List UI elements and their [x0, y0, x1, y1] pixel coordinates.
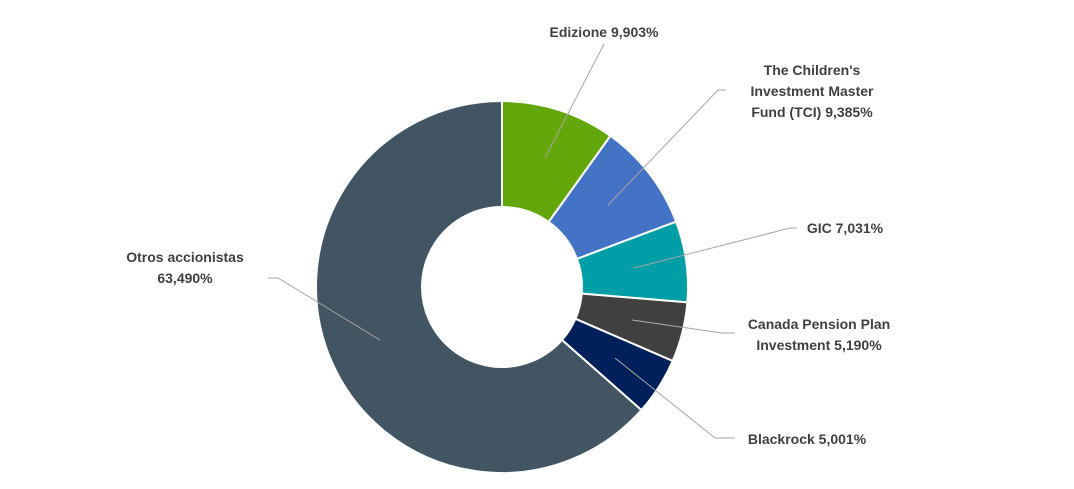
category-label: Otros accionistas: [126, 249, 244, 265]
data-label: Edizione 9,903%: [524, 22, 684, 43]
data-label: The Children's Investment Master Fund (T…: [742, 60, 882, 123]
slice: [315, 99, 643, 474]
data-label: GIC 7,031%: [785, 218, 905, 239]
category-label: Edizione: [549, 24, 608, 40]
category-label: Canada Pension Plan Investment: [747, 316, 891, 353]
category-label: GIC: [806, 220, 832, 236]
data-label: Otros accionistas 63,490%: [115, 247, 255, 289]
value-label: 63,490%: [157, 270, 213, 286]
category-label: Blackrock: [747, 431, 815, 447]
value-label: 9,385%: [825, 104, 873, 120]
data-label: Blackrock 5,001%: [727, 429, 887, 450]
slices: [315, 99, 689, 474]
data-label: Canada Pension Plan Investment 5,190%: [739, 314, 899, 356]
leader-line: [268, 277, 381, 341]
leader-line: [607, 89, 726, 206]
leader-line: [614, 357, 735, 439]
value-label: 7,031%: [835, 220, 884, 236]
leader-line: [631, 319, 735, 334]
value-label: 5,001%: [818, 431, 867, 447]
category-label: The Children's Investment Master Fund (T…: [750, 62, 874, 120]
value-label: 5,190%: [834, 337, 882, 353]
leader-line: [544, 43, 605, 159]
value-label: 9,903%: [610, 24, 659, 40]
leader-line: [633, 227, 797, 269]
